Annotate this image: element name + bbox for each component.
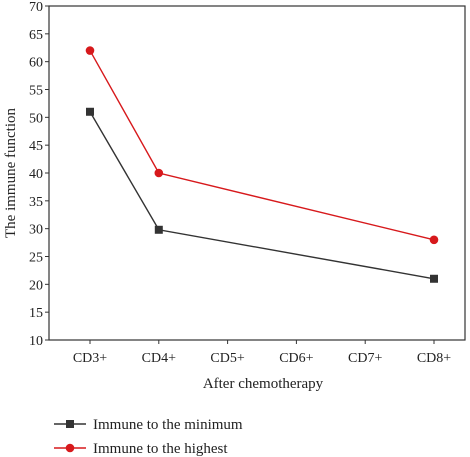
series-1 — [86, 107, 438, 283]
y-tick-label: 35 — [29, 195, 43, 210]
data-point — [154, 168, 164, 178]
series-line — [89, 50, 435, 241]
legend-item: Immune to the minimum — [54, 417, 243, 433]
data-point — [85, 46, 95, 55]
y-tick-label: 60 — [29, 56, 43, 71]
y-tick-label: 30 — [29, 223, 43, 238]
y-tick-label: 25 — [29, 251, 43, 266]
plot-frame-border — [48, 5, 466, 341]
y-tick-label: 55 — [29, 84, 43, 99]
y-tick-label: 65 — [29, 28, 43, 43]
y-axis-title: The immune function — [3, 108, 19, 238]
y-tick-label: 50 — [29, 111, 43, 126]
y-axis: 10 15 20 25 30 35 40 45 50 55 60 65 70 — [29, 0, 49, 349]
plot-frame — [48, 5, 466, 341]
x-tick-label: CD5+ — [210, 351, 244, 366]
x-tick-label: CD4+ — [142, 351, 176, 366]
x-tick-label: CD3+ — [73, 351, 107, 366]
y-tick-label: 40 — [29, 167, 43, 182]
y-tick-label: 10 — [29, 334, 43, 349]
y-tick-label: 70 — [29, 0, 43, 15]
legend-item: Immune to the highest — [54, 441, 228, 457]
y-tick-label: 45 — [29, 139, 43, 154]
legend-label: Immune to the highest — [93, 441, 228, 457]
x-axis-title: After chemotherapy — [203, 376, 324, 392]
x-tick-label: CD8+ — [417, 351, 451, 366]
legend-label: Immune to the minimum — [93, 417, 243, 433]
data-point — [86, 107, 94, 116]
y-tick-label: 15 — [29, 306, 43, 321]
x-tick-label: CD6+ — [279, 351, 313, 366]
legend: Immune to the minimum Immune to the highe… — [54, 417, 243, 457]
x-tick-label: CD7+ — [348, 351, 382, 366]
y-tick-label: 20 — [29, 278, 43, 293]
series-2 — [85, 46, 439, 245]
data-point — [430, 274, 438, 283]
legend-marker — [66, 420, 74, 428]
x-axis: CD3+ CD4+ CD5+ CD6+ CD7+ CD8+ — [73, 340, 451, 366]
legend-marker — [65, 443, 75, 453]
data-point — [154, 225, 163, 234]
series-layer — [85, 46, 439, 283]
series-line — [89, 111, 435, 280]
data-point — [429, 235, 439, 245]
